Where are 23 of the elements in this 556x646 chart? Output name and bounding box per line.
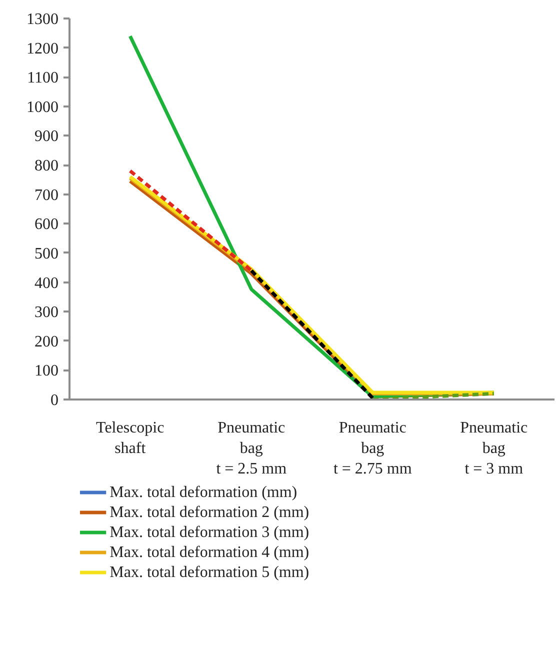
legend-label: Max. total deformation 5 (mm) [110,564,310,581]
legend-label: Max. total deformation 4 (mm) [110,544,310,561]
y-tick-label: 1200 [26,40,58,58]
y-tick-label: 600 [34,216,58,234]
y-tick-label: 1100 [27,70,58,87]
legend-label: Max. total deformation 2 (mm) [110,504,310,521]
y-tick-label: 200 [34,333,58,350]
x-tick-label: Pneumatic bag t = 2.75 mm [333,420,412,478]
y-tick-label: 300 [34,304,58,322]
x-tick-label: Pneumatic bag t = 2.5 mm [216,420,288,478]
x-tick-label: Pneumatic bag t = 3 mm [460,420,528,478]
y-tick-label: 700 [34,186,58,204]
y-tick-label: 0 [50,392,58,409]
legend-label: Max. total deformation 3 (mm) [110,524,310,541]
y-tick-label: 900 [34,128,58,146]
legend-label: Max. total deformation (mm) [110,484,298,501]
y-tick-label: 500 [34,245,58,262]
y-tick-label: 1300 [26,11,58,28]
y-tick-label: 1000 [26,98,58,116]
y-tick-label: 400 [34,274,58,292]
x-tick-label: Telescopic shaft [96,420,164,457]
y-tick-label: 800 [34,158,58,175]
y-tick-label: 100 [34,362,58,380]
